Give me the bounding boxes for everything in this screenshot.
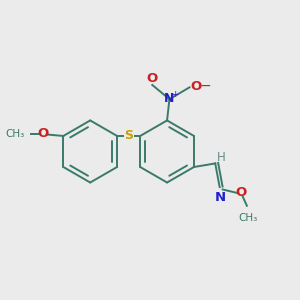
- Text: O: O: [38, 128, 49, 140]
- Text: O: O: [190, 80, 202, 93]
- Text: CH₃: CH₃: [239, 213, 258, 223]
- Text: +: +: [171, 90, 178, 99]
- Text: CH₃: CH₃: [5, 129, 25, 139]
- Text: O: O: [235, 186, 247, 199]
- Text: −: −: [200, 79, 211, 93]
- Text: N: N: [164, 92, 174, 105]
- Text: S: S: [124, 130, 133, 142]
- Text: O: O: [147, 72, 158, 85]
- Text: H: H: [218, 151, 226, 164]
- Text: N: N: [214, 190, 226, 204]
